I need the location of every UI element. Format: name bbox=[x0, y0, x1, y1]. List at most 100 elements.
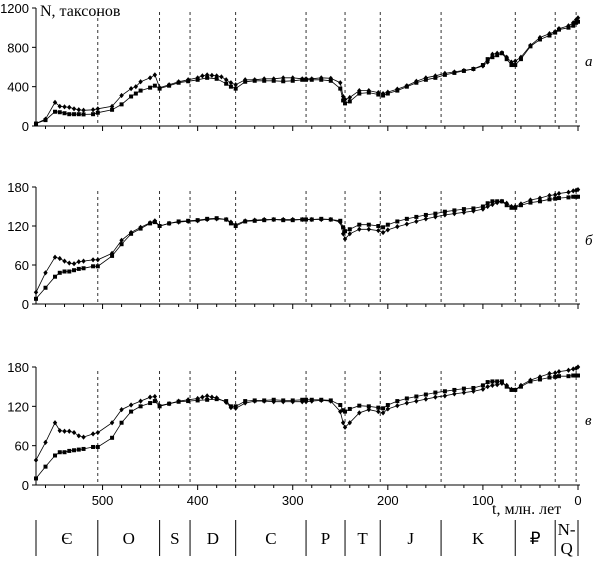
data-point-square bbox=[224, 81, 229, 86]
data-point-square bbox=[452, 70, 457, 75]
data-point-square bbox=[252, 78, 257, 83]
data-point-square bbox=[53, 109, 58, 114]
data-point-square bbox=[205, 397, 210, 402]
series-line bbox=[35, 17, 579, 124]
data-point-square bbox=[547, 375, 552, 380]
data-point-square bbox=[319, 216, 324, 221]
data-point-square bbox=[343, 409, 348, 414]
data-point-diamond bbox=[547, 370, 552, 377]
data-point-square bbox=[167, 83, 172, 88]
data-point-square bbox=[224, 399, 229, 404]
data-point-square bbox=[537, 377, 542, 382]
x-tick-label: 100 bbox=[472, 493, 494, 508]
data-point-diamond bbox=[62, 104, 67, 110]
data-point-square bbox=[34, 121, 38, 126]
data-point-square bbox=[129, 94, 134, 99]
data-point-diamond bbox=[209, 72, 215, 78]
data-point-square bbox=[509, 387, 514, 392]
data-point-square bbox=[91, 112, 96, 117]
data-point-square bbox=[243, 79, 248, 84]
data-point-diamond bbox=[76, 107, 81, 113]
data-point-square bbox=[110, 435, 115, 440]
data-point-square bbox=[186, 79, 191, 84]
data-point-square bbox=[72, 268, 77, 273]
data-point-diamond bbox=[52, 420, 58, 426]
data-point-square bbox=[195, 77, 200, 82]
data-point-square bbox=[518, 384, 523, 389]
data-point-square bbox=[366, 222, 371, 227]
data-point-square bbox=[556, 27, 561, 32]
data-point-square bbox=[252, 398, 257, 403]
data-point-diamond bbox=[423, 396, 429, 402]
data-point-diamond bbox=[571, 188, 576, 194]
data-point-square bbox=[81, 266, 86, 271]
data-point-square bbox=[471, 66, 476, 71]
data-point-square bbox=[414, 80, 419, 85]
data-point-square bbox=[43, 464, 48, 469]
data-point-square bbox=[304, 217, 309, 222]
data-point-square bbox=[357, 403, 362, 408]
data-point-square bbox=[423, 77, 428, 82]
data-point-diamond bbox=[209, 394, 215, 400]
data-point-square bbox=[152, 83, 157, 88]
data-point-square bbox=[442, 72, 447, 77]
data-point-square bbox=[566, 195, 571, 200]
data-point-square bbox=[395, 399, 400, 404]
data-point-square bbox=[357, 91, 362, 96]
data-point-square bbox=[343, 101, 348, 106]
data-point-diamond bbox=[575, 187, 581, 193]
period-label: N- bbox=[558, 520, 576, 539]
data-point-square bbox=[571, 23, 576, 28]
data-point-square bbox=[195, 218, 200, 223]
data-point-square bbox=[385, 403, 390, 408]
data-point-diamond bbox=[395, 224, 400, 230]
data-point-square bbox=[499, 379, 504, 384]
data-point-square bbox=[576, 19, 580, 24]
data-point-square bbox=[148, 401, 153, 406]
data-point-square bbox=[485, 201, 490, 206]
data-point-diamond bbox=[513, 58, 518, 64]
data-point-diamond bbox=[380, 410, 386, 416]
data-point-square bbox=[300, 397, 305, 402]
data-point-diamond bbox=[76, 433, 81, 439]
data-point-square bbox=[186, 399, 191, 404]
data-point-square bbox=[57, 270, 62, 275]
data-point-diamond bbox=[547, 192, 552, 199]
data-point-diamond bbox=[52, 99, 58, 105]
data-point-square bbox=[518, 57, 523, 62]
period-label: S bbox=[170, 529, 179, 548]
data-point-square bbox=[499, 51, 504, 56]
data-point-diamond bbox=[357, 226, 362, 232]
data-point-square bbox=[138, 226, 143, 231]
data-point-square bbox=[148, 85, 153, 90]
data-point-square bbox=[262, 398, 267, 403]
data-point-diamond bbox=[119, 92, 124, 99]
data-point-square bbox=[485, 380, 490, 385]
data-point-square bbox=[442, 209, 447, 214]
data-point-square bbox=[57, 110, 62, 115]
data-point-diamond bbox=[95, 257, 101, 263]
data-point-square bbox=[43, 118, 48, 123]
data-point-square bbox=[433, 211, 438, 216]
data-point-square bbox=[553, 374, 558, 379]
data-point-diamond bbox=[43, 439, 48, 445]
data-point-square bbox=[404, 84, 409, 89]
data-point-square bbox=[67, 448, 72, 453]
data-point-square bbox=[95, 110, 100, 115]
data-point-square bbox=[404, 396, 409, 401]
data-point-square bbox=[499, 199, 504, 204]
data-point-square bbox=[76, 112, 81, 117]
data-point-square bbox=[528, 200, 533, 205]
data-point-square bbox=[233, 224, 238, 228]
data-point-square bbox=[547, 33, 552, 38]
data-point-square bbox=[167, 401, 172, 406]
data-point-diamond bbox=[152, 72, 158, 78]
data-point-square bbox=[243, 399, 248, 404]
data-point-diamond bbox=[442, 393, 448, 399]
data-point-diamond bbox=[461, 389, 467, 396]
data-point-square bbox=[152, 399, 157, 404]
data-point-square bbox=[290, 78, 295, 83]
y-tick-label: 60 bbox=[15, 439, 29, 454]
data-point-square bbox=[395, 219, 400, 224]
